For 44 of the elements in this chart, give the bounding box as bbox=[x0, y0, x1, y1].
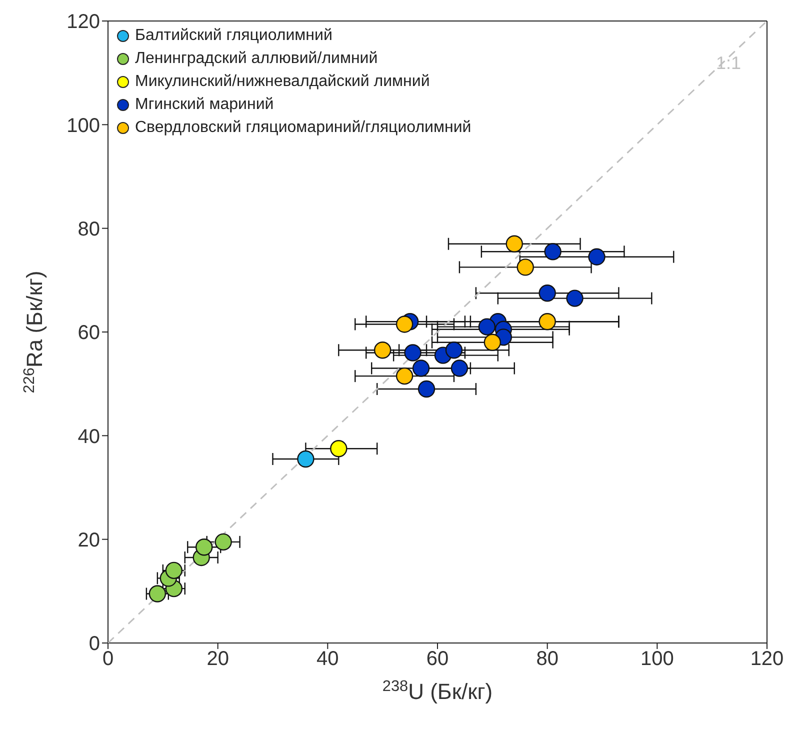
y-tick-label: 40 bbox=[78, 426, 100, 448]
annotation: 1:1 bbox=[716, 52, 742, 73]
legend-label: Микулинский/нижневалдайский лимний bbox=[135, 72, 430, 90]
point bbox=[506, 235, 523, 252]
point bbox=[478, 318, 496, 336]
point bbox=[196, 538, 213, 556]
x-tick-label: 20 bbox=[206, 648, 229, 670]
point bbox=[404, 344, 422, 362]
point bbox=[396, 316, 414, 333]
point bbox=[516, 258, 534, 276]
y-tick-label: 120 bbox=[66, 11, 100, 34]
point bbox=[418, 380, 436, 398]
point bbox=[445, 342, 463, 359]
legend-label: Балтийский гляциолимний bbox=[135, 26, 332, 44]
x-tick-label: 100 bbox=[640, 648, 674, 670]
point bbox=[450, 360, 468, 377]
point bbox=[148, 585, 166, 602]
x-tick-label: 120 bbox=[750, 648, 784, 670]
x-axis-title: $^{238}$U (Бк/кг) bbox=[382, 678, 493, 704]
point bbox=[374, 342, 392, 359]
x-tick-label: 80 bbox=[536, 648, 558, 670]
x-tick-label: 0 bbox=[102, 648, 114, 670]
point bbox=[165, 562, 182, 580]
y-tick-label: 80 bbox=[78, 218, 100, 240]
point bbox=[538, 284, 556, 302]
point bbox=[297, 450, 314, 468]
y-tick-label: 20 bbox=[78, 529, 100, 552]
point bbox=[566, 290, 584, 307]
legend-label: Ленинградский аллювий/лимний bbox=[135, 50, 378, 68]
point bbox=[588, 248, 606, 266]
legend-label: Свердловский гляциомариний/гляциолимний bbox=[135, 118, 472, 136]
point bbox=[330, 440, 348, 458]
x-tick-label: 60 bbox=[426, 648, 449, 670]
y-tick-label: 0 bbox=[88, 633, 100, 656]
y-tick-label: 60 bbox=[78, 322, 100, 344]
point bbox=[214, 533, 232, 551]
x-tick-label: 40 bbox=[316, 648, 339, 670]
point bbox=[544, 243, 562, 260]
legend-label: Мгинский мариний bbox=[135, 96, 274, 114]
point bbox=[484, 334, 502, 351]
point bbox=[396, 367, 414, 385]
point bbox=[412, 360, 430, 377]
y-tick-label: 100 bbox=[66, 114, 100, 137]
point bbox=[538, 313, 556, 330]
